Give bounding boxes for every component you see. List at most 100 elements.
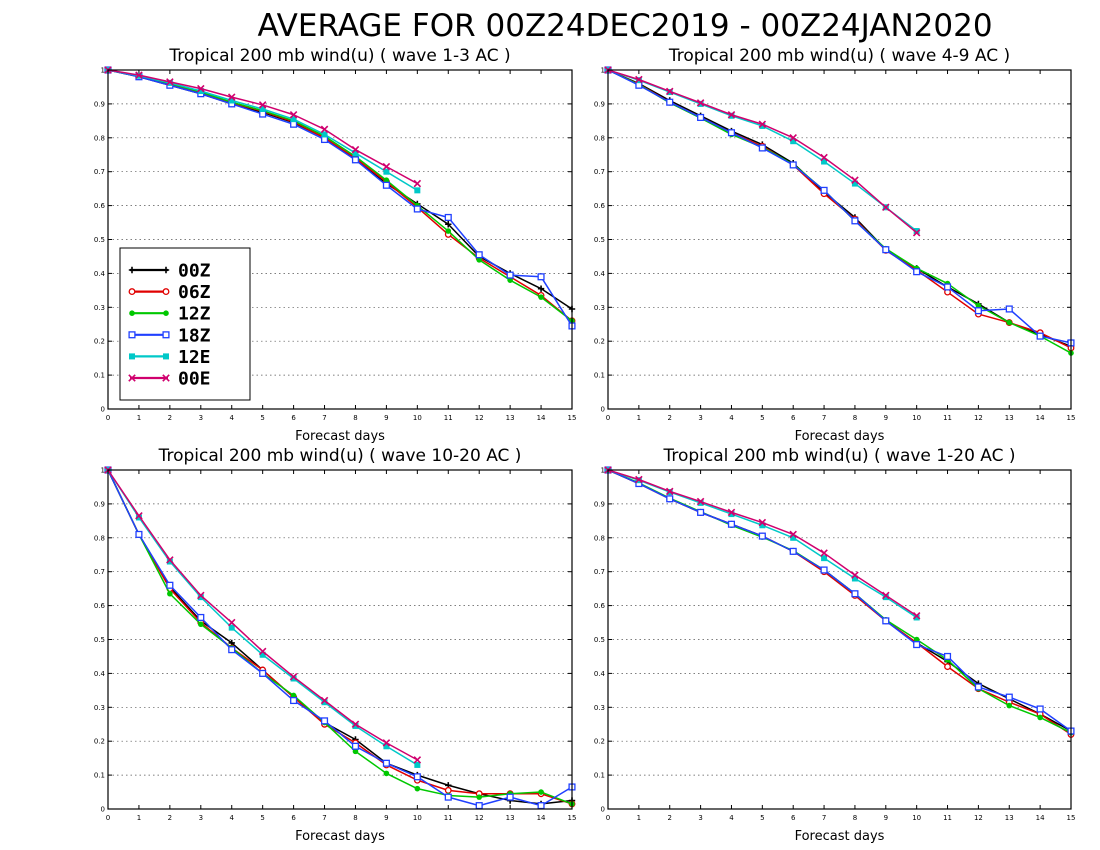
x-tick-label: 10 xyxy=(912,814,921,822)
data-point xyxy=(320,717,329,725)
y-tick-label: 0.4 xyxy=(94,670,106,678)
data-point xyxy=(913,228,920,235)
data-point xyxy=(444,213,452,222)
data-point xyxy=(913,641,921,649)
x-tick-label: 13 xyxy=(1005,814,1014,822)
y-tick-label: 0.1 xyxy=(594,772,605,780)
data-point xyxy=(383,168,390,175)
x-tick-label: 8 xyxy=(853,414,857,422)
data-point xyxy=(944,663,951,671)
x-tick-label: 12 xyxy=(974,414,983,422)
x-tick-label: 7 xyxy=(322,814,326,822)
data-point xyxy=(666,495,674,503)
y-tick-label: 0.9 xyxy=(594,500,605,508)
data-point xyxy=(383,770,390,777)
data-point xyxy=(444,786,452,794)
plot-frame xyxy=(107,469,573,810)
y-tick-label: 0.8 xyxy=(94,534,105,542)
data-point xyxy=(912,612,921,620)
data-point xyxy=(851,176,859,184)
data-point xyxy=(135,530,143,538)
data-point xyxy=(882,591,890,600)
data-point xyxy=(320,125,329,134)
data-point xyxy=(227,93,236,101)
data-point xyxy=(727,520,736,528)
data-point xyxy=(790,138,797,145)
x-tick-label: 15 xyxy=(1067,814,1076,822)
x-tick-label: 15 xyxy=(1067,414,1076,422)
data-point xyxy=(820,566,828,574)
data-point xyxy=(1006,702,1013,709)
legend-marker xyxy=(163,310,169,317)
x-tick-label: 4 xyxy=(729,814,734,822)
x-tick-label: 7 xyxy=(822,814,826,822)
data-point xyxy=(320,135,329,144)
y-tick-label: 0.8 xyxy=(594,534,605,542)
data-point xyxy=(759,122,766,129)
x-tick-label: 9 xyxy=(884,814,888,822)
data-point xyxy=(289,110,298,119)
x-tick-label: 6 xyxy=(791,414,796,422)
main-title: AVERAGE FOR 00Z24DEC2019 - 00Z24JAN2020 xyxy=(257,8,992,44)
chart-panel-1: Tropical 200 mb wind(u) ( wave 1-3 AC ) 0… xyxy=(94,46,577,444)
data-point xyxy=(696,497,705,506)
data-point xyxy=(697,113,705,122)
data-point xyxy=(383,177,390,183)
y-tick-label: 0.7 xyxy=(94,568,105,576)
y-tick-label: 1 xyxy=(101,467,105,475)
y-tick-label: 0.2 xyxy=(594,338,605,346)
panel-title: Tropical 200 mb wind(u) ( wave 4-9 AC ) xyxy=(668,46,1010,66)
data-point xyxy=(789,547,797,555)
data-point xyxy=(259,105,266,112)
data-point xyxy=(352,748,359,755)
data-point xyxy=(321,131,328,138)
y-tick-label: 0 xyxy=(101,806,105,814)
x-axis-label: Forecast days xyxy=(795,829,885,844)
legend-label: 00E xyxy=(178,369,211,390)
data-point xyxy=(290,120,298,128)
x-tick-label: 14 xyxy=(1036,814,1045,822)
data-point xyxy=(665,87,674,96)
x-tick-label: 7 xyxy=(322,414,326,422)
data-point xyxy=(289,673,298,681)
data-point xyxy=(1006,319,1013,326)
x-tick-label: 3 xyxy=(698,814,702,822)
data-point xyxy=(321,699,328,706)
y-tick-label: 0.7 xyxy=(594,568,605,576)
y-tick-label: 0.1 xyxy=(594,372,605,380)
data-point xyxy=(758,532,766,540)
chart-panel-4: Tropical 200 mb wind(u) ( wave 1-20 AC )… xyxy=(594,446,1076,844)
legend-marker xyxy=(129,353,135,360)
x-tick-label: 0 xyxy=(606,814,610,822)
data-point xyxy=(413,179,422,188)
legend-marker xyxy=(162,331,170,339)
data-point xyxy=(197,613,205,622)
data-point xyxy=(507,277,513,283)
data-point xyxy=(975,302,982,309)
legend-label: 12Z xyxy=(178,304,211,325)
data-point xyxy=(882,203,890,212)
legend-marker xyxy=(129,310,135,317)
x-axis-label: Forecast days xyxy=(295,429,385,444)
panel-title: Tropical 200 mb wind(u) ( wave 1-20 AC ) xyxy=(662,446,1015,466)
y-tick-label: 0.6 xyxy=(94,602,106,610)
x-tick-label: 2 xyxy=(168,814,172,822)
data-point xyxy=(789,134,797,142)
data-point xyxy=(198,621,204,628)
data-point xyxy=(790,534,797,541)
data-point xyxy=(413,205,421,213)
data-point xyxy=(851,575,858,582)
data-point xyxy=(476,257,483,263)
data-point xyxy=(290,692,297,699)
x-tick-label: 4 xyxy=(229,814,234,822)
chart-panel-2: Tropical 200 mb wind(u) ( wave 4-9 AC ) 0… xyxy=(594,46,1076,444)
y-tick-label: 0.5 xyxy=(94,236,105,244)
legend-marker xyxy=(128,288,136,296)
data-point xyxy=(228,646,236,654)
data-point xyxy=(259,110,267,118)
panels: Tropical 200 mb wind(u) ( wave 1-3 AC ) 0… xyxy=(94,46,1076,844)
y-tick-label: 0.3 xyxy=(94,704,105,712)
y-tick-label: 0 xyxy=(101,406,105,414)
